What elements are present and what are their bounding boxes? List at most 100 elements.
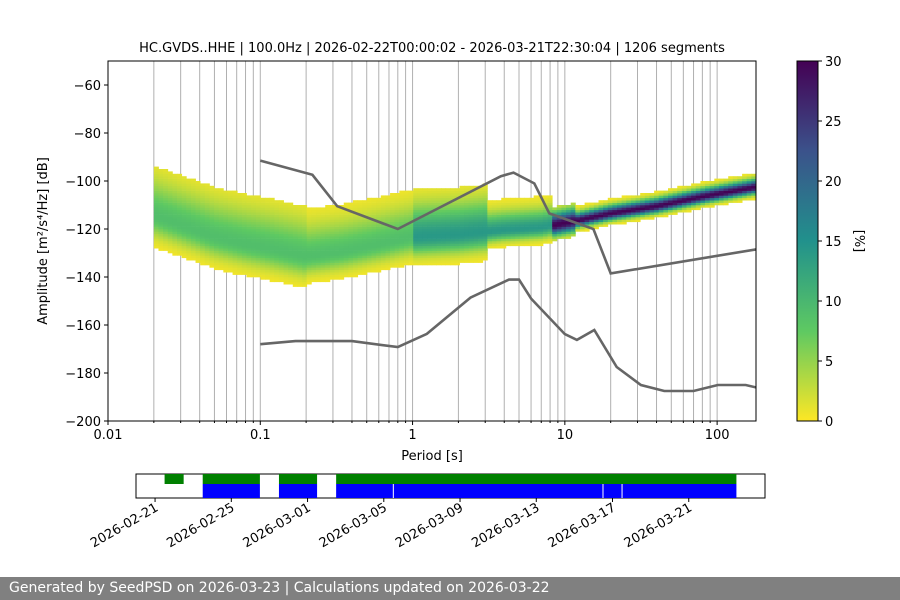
heatmap-cell bbox=[172, 229, 178, 232]
heatmap-cell bbox=[700, 181, 706, 184]
heatmap-cell bbox=[496, 205, 502, 208]
heatmap-cell bbox=[450, 219, 456, 223]
heatmap-cell bbox=[227, 233, 233, 237]
heatmap-cell bbox=[385, 267, 391, 271]
heatmap-cell bbox=[630, 217, 636, 220]
heatmap-cell bbox=[380, 241, 386, 244]
heatmap-cell bbox=[464, 190, 470, 194]
timeline-tick-label: 2026-03-09 bbox=[393, 500, 466, 551]
heatmap-cell bbox=[265, 265, 271, 268]
heatmap-cell bbox=[658, 202, 664, 206]
heatmap-cell bbox=[700, 185, 706, 189]
heatmap-cell bbox=[353, 221, 359, 225]
heatmap-cell bbox=[454, 248, 460, 251]
heatmap-cell bbox=[246, 202, 252, 206]
heatmap-cell bbox=[362, 243, 368, 247]
heatmap-cell bbox=[473, 243, 479, 247]
heatmap-cell bbox=[436, 248, 442, 251]
heatmap-cell bbox=[672, 193, 678, 196]
heatmap-cell bbox=[339, 245, 345, 249]
heatmap-cell bbox=[278, 250, 284, 254]
heatmap-cell bbox=[302, 207, 308, 211]
heatmap-cell bbox=[195, 221, 201, 225]
heatmap-cell bbox=[204, 185, 210, 189]
heatmap-cell bbox=[714, 185, 720, 189]
heatmap-cell bbox=[177, 214, 183, 218]
heatmap-cell bbox=[579, 205, 586, 208]
heatmap-cell bbox=[482, 193, 488, 196]
heatmap-cell bbox=[357, 231, 363, 235]
heatmap-cell bbox=[445, 229, 451, 232]
heatmap-cell bbox=[163, 212, 169, 215]
heatmap-cell bbox=[177, 226, 183, 230]
heatmap-cell bbox=[302, 238, 308, 242]
heatmap-cell bbox=[422, 245, 428, 249]
heatmap-cell bbox=[737, 197, 743, 201]
heatmap-cell bbox=[158, 217, 164, 220]
heatmap-cell bbox=[422, 236, 428, 239]
heatmap-cell bbox=[663, 209, 669, 213]
heatmap-cell bbox=[320, 277, 326, 280]
heatmap-cell bbox=[408, 226, 414, 230]
heatmap-cell bbox=[320, 226, 326, 230]
heatmap-cell bbox=[265, 253, 271, 256]
heatmap-cell bbox=[380, 255, 386, 259]
heatmap-cell bbox=[251, 269, 257, 273]
heatmap-cell bbox=[686, 209, 692, 213]
heatmap-cell bbox=[533, 229, 539, 232]
heatmap-cell bbox=[251, 257, 257, 261]
heatmap-cell bbox=[163, 181, 169, 184]
heatmap-cell bbox=[533, 241, 539, 244]
heatmap-cell bbox=[524, 243, 530, 247]
heatmap-cell bbox=[547, 229, 553, 232]
heatmap-cell bbox=[339, 260, 345, 263]
heatmap-cell bbox=[241, 241, 247, 244]
heatmap-cell bbox=[251, 229, 257, 232]
heatmap-cell bbox=[274, 224, 280, 227]
heatmap-cell bbox=[260, 205, 266, 208]
heatmap-cell bbox=[385, 257, 391, 261]
heatmap-cell bbox=[431, 241, 437, 244]
heatmap-cell bbox=[654, 214, 660, 218]
heatmap-cell bbox=[371, 212, 377, 215]
heatmap-cell bbox=[450, 195, 456, 199]
heatmap-cell bbox=[728, 183, 734, 187]
heatmap-cell bbox=[408, 238, 414, 242]
heatmap-cell bbox=[315, 243, 321, 247]
heatmap-cell bbox=[607, 221, 613, 225]
heatmap-cell bbox=[482, 200, 488, 203]
heatmap-cell bbox=[575, 219, 581, 223]
heatmap-cell bbox=[510, 221, 516, 225]
heatmap-cell bbox=[658, 212, 664, 215]
heatmap-cell bbox=[422, 209, 428, 213]
heatmap-cell bbox=[413, 205, 419, 208]
heatmap-cell bbox=[320, 221, 326, 225]
heatmap-cell bbox=[376, 226, 382, 230]
heatmap-cell bbox=[450, 236, 456, 239]
heatmap-cell bbox=[190, 205, 196, 208]
heatmap-cell bbox=[209, 265, 215, 268]
heatmap-cell bbox=[644, 212, 650, 215]
heatmap-cell bbox=[181, 200, 187, 203]
heatmap-cell bbox=[626, 214, 632, 218]
heatmap-cell bbox=[709, 202, 715, 206]
heatmap-cell bbox=[394, 238, 400, 242]
heatmap-cell bbox=[445, 190, 451, 194]
heatmap-cell bbox=[496, 241, 502, 244]
heatmap-cell bbox=[302, 217, 308, 220]
heatmap-cell bbox=[737, 176, 743, 179]
heatmap-cell bbox=[227, 255, 233, 259]
heatmap-cell bbox=[362, 212, 368, 215]
heatmap-cell bbox=[454, 238, 460, 242]
heatmap-cell bbox=[311, 257, 317, 261]
heatmap-cell bbox=[283, 245, 289, 249]
heatmap-cell bbox=[339, 236, 345, 239]
heatmap-cell bbox=[538, 221, 544, 225]
heatmap-cell bbox=[278, 236, 284, 239]
heatmap-cell bbox=[241, 214, 247, 218]
heatmap-cell bbox=[167, 229, 173, 232]
heatmap-cell bbox=[153, 241, 159, 244]
heatmap-cell bbox=[274, 253, 280, 256]
heatmap-cell bbox=[302, 253, 308, 256]
